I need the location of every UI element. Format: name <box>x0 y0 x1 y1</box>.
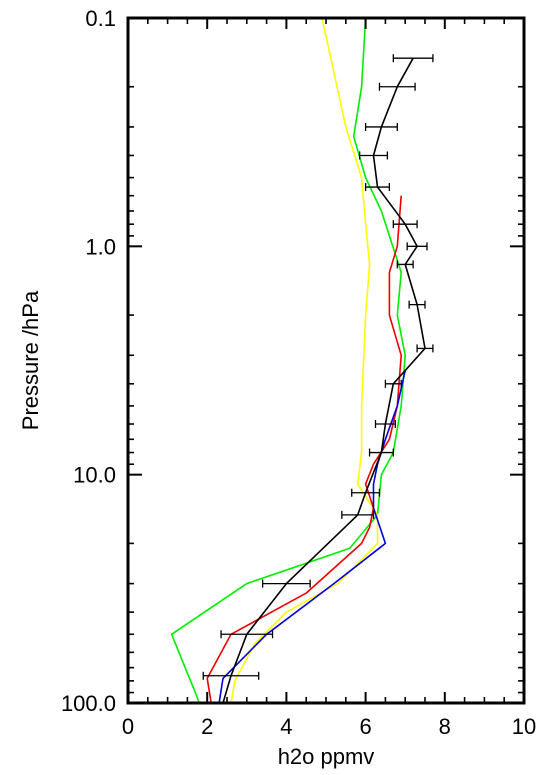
error-bar <box>396 260 414 269</box>
error-bar <box>374 420 396 429</box>
x-tick-label: 8 <box>439 714 451 739</box>
x-tick-label: 4 <box>280 714 292 739</box>
error-bar <box>368 448 394 457</box>
series-layer <box>170 17 426 704</box>
error-bar <box>406 242 428 251</box>
tick-layer <box>127 17 525 704</box>
errorbar-layer <box>202 54 434 680</box>
series-line-2 <box>230 17 379 704</box>
error-bar <box>341 510 375 519</box>
error-bar <box>384 379 402 388</box>
series-line-3 <box>206 195 403 704</box>
series-line-5 <box>222 57 426 704</box>
y-tick-label: 0.1 <box>85 6 116 31</box>
tick-label-layer: 0 2 4 6 8 10 0.1 1.0 10.0 100.0 <box>61 6 536 739</box>
error-bar <box>392 54 434 63</box>
y-tick-label: 10.0 <box>73 463 116 488</box>
error-bar <box>364 183 391 192</box>
x-axis-label: h2o ppmv <box>278 744 375 769</box>
series-line-1 <box>170 17 407 704</box>
error-bar <box>378 82 416 91</box>
y-tick-label: 1.0 <box>85 234 116 259</box>
x-tick-label: 10 <box>512 714 536 739</box>
y-tick-label: 100.0 <box>61 691 116 716</box>
x-tick-label: 2 <box>201 714 213 739</box>
x-tick-label: 6 <box>359 714 371 739</box>
plot-frame <box>126 16 526 705</box>
error-bar <box>202 671 260 680</box>
y-axis-label: Pressure /hPa <box>18 290 43 430</box>
error-bar <box>261 579 311 588</box>
error-bar <box>364 122 398 131</box>
error-bar <box>220 630 274 639</box>
series-line-4 <box>218 370 406 704</box>
error-bar <box>392 220 418 229</box>
error-bar <box>416 344 434 353</box>
error-bar <box>351 488 381 497</box>
error-bar <box>359 151 389 160</box>
x-tick-label: 0 <box>122 714 134 739</box>
error-bar <box>408 300 426 309</box>
